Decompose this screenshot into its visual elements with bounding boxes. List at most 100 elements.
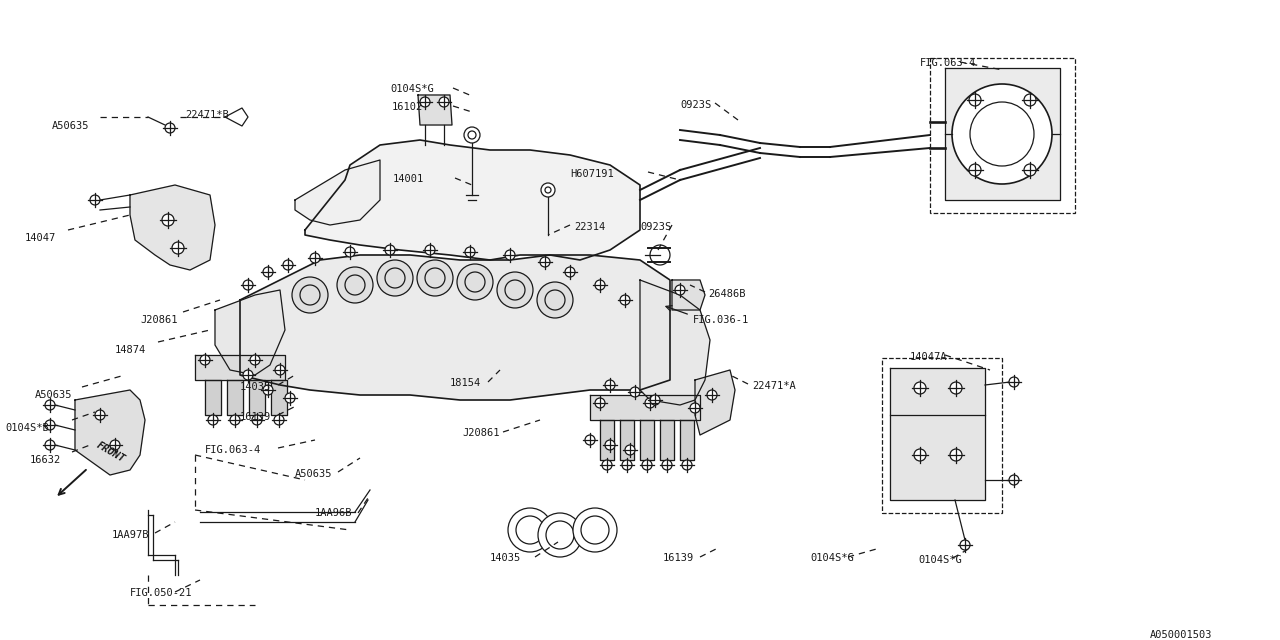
- Text: 1AA96B: 1AA96B: [315, 508, 352, 518]
- Text: 0104S*G: 0104S*G: [810, 553, 854, 563]
- Circle shape: [622, 460, 632, 470]
- Circle shape: [620, 295, 630, 305]
- Polygon shape: [890, 368, 986, 500]
- Text: 16139: 16139: [663, 553, 694, 563]
- Circle shape: [1024, 94, 1036, 106]
- Text: 14874: 14874: [115, 345, 146, 355]
- Circle shape: [950, 449, 963, 461]
- Circle shape: [595, 280, 605, 290]
- Circle shape: [285, 393, 294, 403]
- Circle shape: [682, 460, 692, 470]
- Text: 16139: 16139: [241, 412, 271, 422]
- Text: H607191: H607191: [570, 169, 613, 179]
- Circle shape: [914, 382, 925, 394]
- Circle shape: [662, 460, 672, 470]
- Text: 18154: 18154: [451, 378, 481, 388]
- Circle shape: [163, 214, 174, 226]
- Circle shape: [45, 400, 55, 410]
- Circle shape: [385, 245, 396, 255]
- Circle shape: [252, 415, 262, 425]
- Polygon shape: [640, 420, 654, 460]
- Text: FRONT: FRONT: [95, 440, 127, 464]
- Circle shape: [969, 94, 980, 106]
- Text: FIG.036-1: FIG.036-1: [692, 315, 749, 325]
- Circle shape: [650, 245, 669, 265]
- Polygon shape: [660, 420, 675, 460]
- Circle shape: [90, 195, 100, 205]
- Circle shape: [547, 521, 573, 549]
- Circle shape: [274, 415, 284, 425]
- Circle shape: [110, 440, 120, 450]
- Circle shape: [675, 285, 685, 295]
- Circle shape: [969, 164, 980, 176]
- Circle shape: [541, 183, 556, 197]
- Text: 22471*A: 22471*A: [753, 381, 796, 391]
- Text: 14001: 14001: [393, 174, 424, 184]
- Circle shape: [165, 123, 175, 133]
- Circle shape: [650, 395, 660, 405]
- Circle shape: [378, 260, 413, 296]
- Circle shape: [508, 508, 552, 552]
- Circle shape: [45, 440, 55, 450]
- Circle shape: [283, 260, 293, 270]
- Circle shape: [425, 245, 435, 255]
- Polygon shape: [195, 355, 285, 380]
- Text: J20861: J20861: [140, 315, 178, 325]
- Circle shape: [581, 516, 609, 544]
- Polygon shape: [672, 280, 705, 310]
- Bar: [882, 358, 1002, 513]
- Circle shape: [625, 445, 635, 455]
- Circle shape: [585, 435, 595, 445]
- Polygon shape: [215, 290, 285, 375]
- Circle shape: [1009, 377, 1019, 387]
- Circle shape: [952, 84, 1052, 184]
- Text: 0104S*B: 0104S*B: [5, 423, 49, 433]
- Circle shape: [172, 242, 184, 254]
- Circle shape: [538, 513, 582, 557]
- Circle shape: [602, 460, 612, 470]
- Circle shape: [564, 267, 575, 277]
- Text: 0104S*G: 0104S*G: [390, 84, 434, 94]
- Circle shape: [200, 355, 210, 365]
- Circle shape: [457, 264, 493, 300]
- Circle shape: [950, 382, 963, 394]
- Circle shape: [243, 280, 253, 290]
- Circle shape: [540, 257, 550, 267]
- Polygon shape: [600, 420, 614, 460]
- Text: 14035: 14035: [241, 382, 271, 392]
- Circle shape: [262, 385, 273, 395]
- Circle shape: [538, 282, 573, 318]
- Polygon shape: [945, 68, 1060, 200]
- Circle shape: [207, 415, 218, 425]
- Text: FIG.063-4: FIG.063-4: [205, 445, 261, 455]
- Polygon shape: [294, 160, 380, 225]
- Polygon shape: [620, 420, 634, 460]
- Polygon shape: [590, 395, 700, 420]
- Circle shape: [292, 277, 328, 313]
- Circle shape: [45, 420, 55, 430]
- Text: A050001503: A050001503: [1149, 630, 1212, 640]
- Circle shape: [605, 380, 614, 390]
- Circle shape: [643, 460, 652, 470]
- Circle shape: [439, 97, 449, 107]
- Polygon shape: [680, 420, 694, 460]
- Circle shape: [417, 260, 453, 296]
- Text: 1AA97B: 1AA97B: [113, 530, 150, 540]
- Text: 14035: 14035: [490, 553, 521, 563]
- Bar: [931, 58, 1075, 213]
- Circle shape: [573, 508, 617, 552]
- Circle shape: [516, 516, 544, 544]
- Circle shape: [630, 387, 640, 397]
- Text: 16102: 16102: [392, 102, 424, 112]
- Text: 16632: 16632: [29, 455, 61, 465]
- Circle shape: [465, 247, 475, 257]
- Circle shape: [970, 102, 1034, 166]
- Text: 0104S*G: 0104S*G: [918, 555, 961, 565]
- Text: FIG.050-21: FIG.050-21: [131, 588, 192, 598]
- Circle shape: [420, 97, 430, 107]
- Circle shape: [707, 390, 717, 400]
- Circle shape: [1009, 475, 1019, 485]
- Polygon shape: [271, 380, 287, 415]
- Circle shape: [310, 253, 320, 263]
- Polygon shape: [250, 380, 265, 415]
